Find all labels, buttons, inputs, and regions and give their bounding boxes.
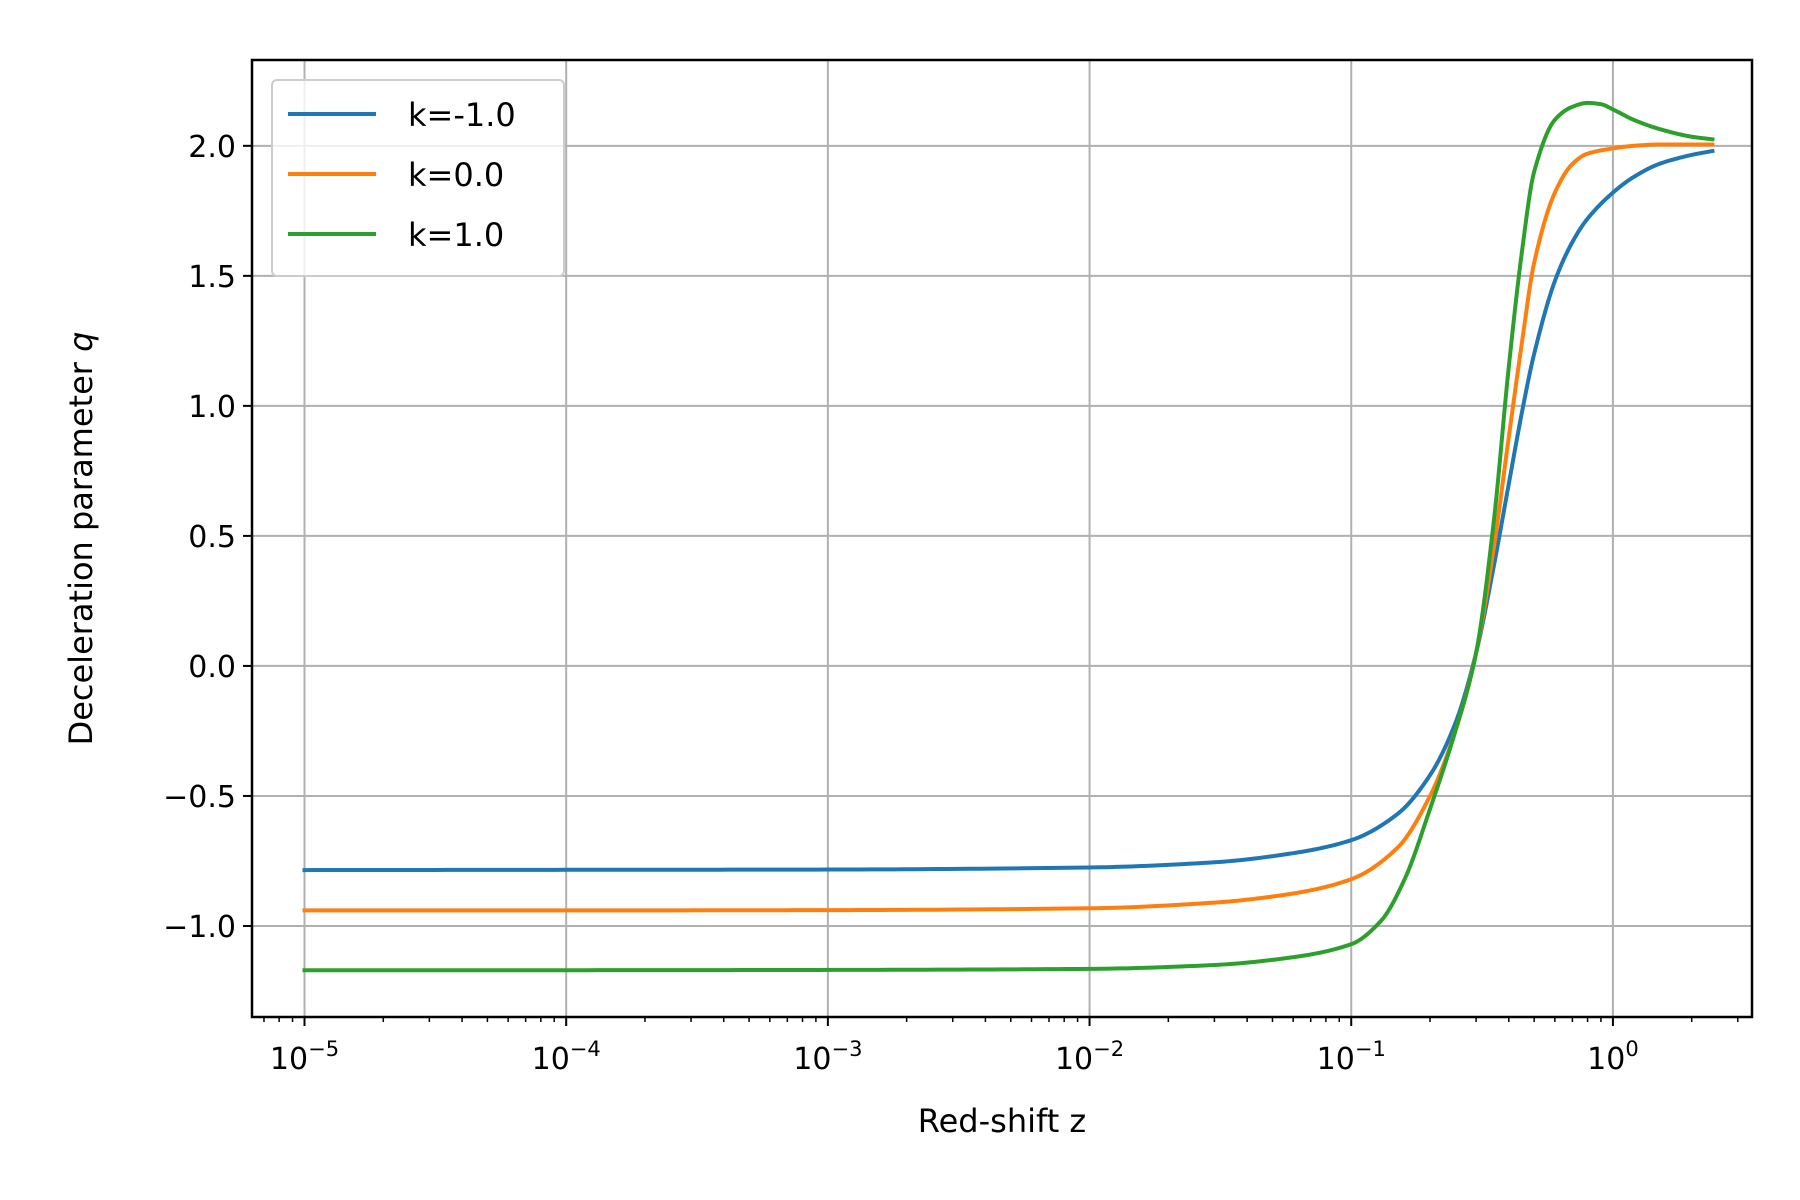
y-tick-label: 0.0 [188,650,236,685]
y-axis-label-text: Deceleration parameter [62,352,100,746]
y-tick-label: 1.5 [188,260,236,295]
plot-frame [250,58,1754,1019]
legend: k=-1.0 k=0.0 k=1.0 [271,79,565,277]
x-tick-label-base: 10 [1055,1042,1093,1077]
x-tick-label-base: 10 [1587,1042,1625,1077]
axis-ticks [243,144,1739,1026]
x-tick-label-base: 10 [793,1042,831,1077]
x-tick-label: 100 [1587,1037,1639,1077]
y-tick-label: 1.0 [188,390,236,425]
tick-labels: 10−5 10−4 10−3 10−2 10−1 100−1.0−0.50.00.51.0… [163,130,1639,1077]
x-tick-label: 10−5 [270,1037,339,1077]
x-axis-label: Red-shift z [918,1102,1086,1140]
x-tick-label-base: 10 [1317,1042,1355,1077]
y-tick-label: 0.5 [188,520,236,555]
x-tick-label: 10−3 [793,1037,862,1077]
legend-box [271,79,565,277]
legend-label: k=1.0 [408,216,504,254]
y-tick-label: −0.5 [163,780,236,815]
x-tick-label-exponent: −2 [1093,1037,1124,1061]
y-tick-label: −1.0 [163,910,236,945]
plot-lines [302,100,1715,973]
x-tick-label-exponent: −5 [308,1037,339,1061]
y-axis-label: Deceleration parameter q [62,332,100,746]
x-tick-label: 10−1 [1317,1037,1386,1077]
legend-label: k=-1.0 [408,96,516,134]
x-tick-label-exponent: 0 [1625,1037,1638,1061]
x-tick-label: 10−2 [1055,1037,1124,1077]
series-line-2 [302,142,1715,913]
x-tick-label-exponent: −3 [831,1037,862,1061]
x-tick-label-exponent: −1 [1355,1037,1386,1061]
series-line-1 [302,148,1715,873]
x-tick-label-exponent: −4 [570,1037,601,1061]
y-tick-label: 2.0 [188,130,236,165]
legend-items: k=-1.0 k=0.0 k=1.0 [288,96,516,254]
legend-label: k=0.0 [408,156,504,194]
x-tick-label: 10−4 [532,1037,601,1077]
series-line-3 [302,100,1715,973]
y-axis-label-symbol: q [62,332,100,352]
x-tick-label-base: 10 [270,1042,308,1077]
x-tick-label-base: 10 [532,1042,570,1077]
